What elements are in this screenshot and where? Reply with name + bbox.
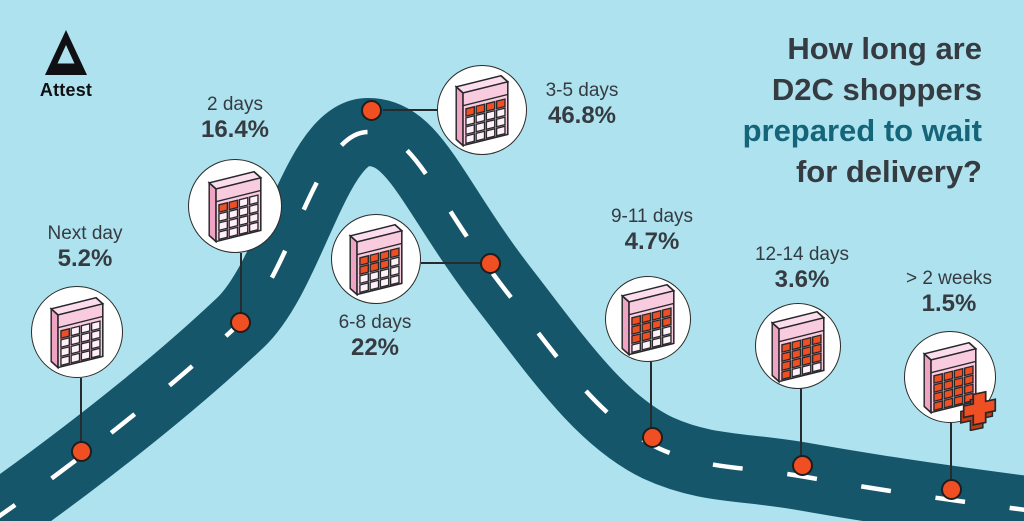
- calendar-icon: [620, 283, 676, 356]
- connector-line: [80, 378, 82, 447]
- value-label: 16.4%: [200, 116, 270, 143]
- title-line: D2C shoppers: [771, 72, 982, 107]
- milestone-circle: [755, 303, 841, 389]
- connector-line: [800, 389, 802, 461]
- milestone-label: 6-8 days 22%: [280, 311, 470, 361]
- category-label: 12-14 days: [754, 244, 849, 265]
- title-line: How long are: [787, 31, 982, 66]
- milestone-label: > 2 weeks 1.5%: [854, 267, 1024, 317]
- milestone-circle: [437, 65, 527, 155]
- value-label: 4.7%: [624, 228, 680, 255]
- connector-line: [421, 262, 487, 264]
- connector-line: [383, 109, 437, 111]
- title-line-highlight: prepared to wait: [742, 113, 982, 148]
- value-label: 5.2%: [57, 245, 113, 272]
- road-marker-dot: [940, 478, 962, 500]
- connector-line: [240, 253, 242, 319]
- connector-line: [950, 423, 952, 485]
- calendar-icon: [922, 341, 978, 414]
- calendar-icon: [348, 223, 404, 296]
- connector-line: [650, 362, 652, 433]
- milestone-label: 12-14 days 3.6%: [707, 243, 897, 293]
- milestone-circle: [605, 276, 691, 362]
- road-marker-dot: [70, 440, 92, 462]
- plus-icon: [960, 390, 997, 432]
- road-marker-dot: [641, 426, 663, 448]
- category-label: Next day: [47, 223, 123, 244]
- value-label: 46.8%: [547, 102, 617, 129]
- calendar-icon: [454, 74, 510, 147]
- title-line: for delivery?: [795, 154, 982, 189]
- calendar-icon: [207, 170, 263, 243]
- value-label: 1.5%: [921, 290, 977, 317]
- milestone-label: 2 days 16.4%: [140, 93, 330, 143]
- attest-logo-icon: [45, 30, 87, 75]
- category-label: 3-5 days: [545, 80, 619, 101]
- milestone-circle: [331, 214, 421, 304]
- road-marker-dot: [791, 454, 813, 476]
- brand: Attest: [36, 30, 96, 101]
- value-label: 3.6%: [774, 266, 830, 293]
- road-center-line: [0, 129, 1024, 519]
- category-label: 2 days: [207, 94, 263, 115]
- milestone-circle: [188, 159, 282, 253]
- milestone-label: Next day 5.2%: [0, 222, 180, 272]
- brand-name: Attest: [39, 80, 93, 100]
- calendar-icon: [770, 310, 826, 383]
- page-title: How long are D2C shoppers prepared to wa…: [743, 28, 982, 192]
- road-marker-dot: [229, 311, 251, 333]
- category-label: 9-11 days: [610, 206, 694, 227]
- milestone-circle: [31, 286, 123, 378]
- road-marker-dot: [479, 252, 501, 274]
- calendar-icon: [49, 296, 105, 369]
- category-label: 6-8 days: [338, 312, 412, 333]
- milestone-label: 9-11 days 4.7%: [557, 205, 747, 255]
- road-marker-dot: [360, 99, 382, 121]
- category-label: > 2 weeks: [905, 268, 993, 289]
- value-label: 22%: [350, 334, 400, 361]
- plus-badge: [957, 385, 1001, 432]
- milestone-label: 3-5 days 46.8%: [487, 79, 677, 129]
